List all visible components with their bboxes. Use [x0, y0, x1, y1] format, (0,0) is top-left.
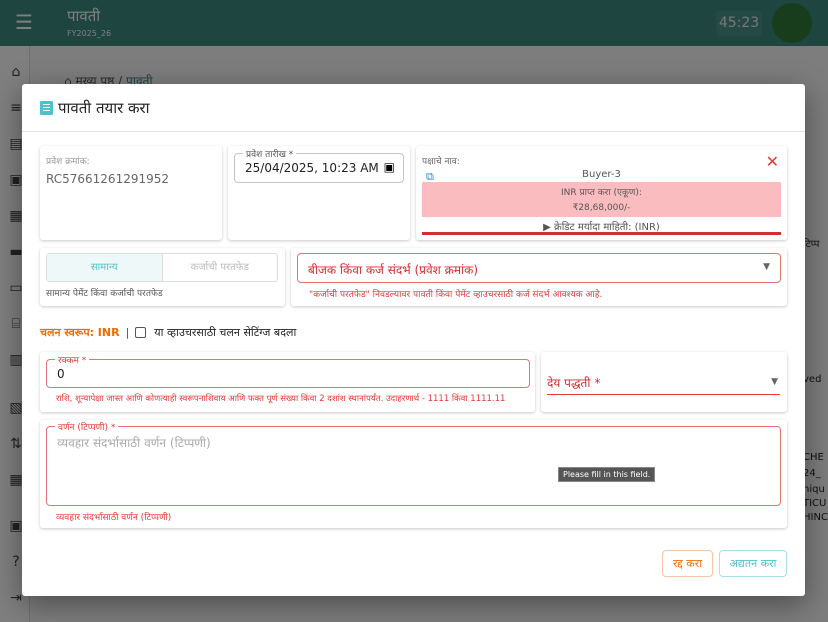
amount-label: रक्कम *: [55, 353, 90, 366]
entry-no-card: प्रवेश क्रमांक: RC57661261291952: [40, 146, 222, 240]
description-helper: व्यवहार संदर्भासाठी वर्णन (टिप्पणी): [56, 513, 172, 523]
chevron-down-icon: ▼: [763, 262, 770, 272]
amount-input[interactable]: रक्कम * 0: [46, 353, 530, 388]
description-label: वर्णन (टिप्पणी) *: [55, 420, 119, 433]
create-receipt-dialog: पावती तयार करा प्रवेश क्रमांक: RC5766126…: [22, 84, 805, 596]
validation-tooltip: Please fill in this field.: [558, 467, 656, 482]
entry-date-label: प्रवेश तारीख *: [243, 147, 297, 160]
calendar-icon[interactable]: ▣: [383, 160, 395, 174]
payment-method-card: देय पद्धती * ▼: [541, 352, 787, 412]
payment-method-label: देय पद्धती *: [547, 376, 601, 390]
reference-card: बीजक किंवा कर्ज संदर्भ (प्रवेश क्रमांक) …: [291, 248, 787, 306]
party-label: पक्षाचे नाव:: [422, 157, 460, 167]
open-external-icon[interactable]: ⧉: [426, 170, 434, 183]
entry-date-card: प्रवेश तारीख * 25/04/2025, 10:23 AM ▣: [228, 146, 410, 240]
amount-helper: राशि, शून्यापेक्षा जास्त आणि कोणत्याही स…: [56, 394, 506, 404]
description-card: वर्णन (टिप्पणी) * व्यवहार संदर्भासाठी वर…: [40, 420, 787, 528]
reference-select[interactable]: बीजक किंवा कर्ज संदर्भ (प्रवेश क्रमांक) …: [297, 253, 781, 283]
entry-no-label: प्रवेश क्रमांक:: [46, 157, 90, 167]
currency-checkbox[interactable]: [135, 327, 147, 338]
receipt-icon: [40, 101, 53, 115]
divider: [22, 131, 805, 132]
currency-separator: |: [125, 326, 130, 339]
receivable-label: INR प्राप्त करा (एकूण):: [561, 188, 642, 198]
dialog-title: पावती तयार करा: [40, 98, 150, 118]
reference-helper: "कर्जाची परतफेड" निवडल्यावर पावती किंवा …: [309, 290, 603, 300]
cancel-button[interactable]: रद्द करा: [662, 550, 713, 577]
type-option-normal[interactable]: सामान्य: [47, 254, 163, 281]
type-card: सामान्य कर्जाची परतफेड सामान्य पेमेंट कि…: [40, 248, 285, 306]
payment-method-select[interactable]: देय पद्धती * ▼: [547, 368, 780, 395]
credit-limit-toggle[interactable]: ▶ क्रेडिट मर्यादा माहिती: (INR): [543, 222, 660, 233]
amount-value: 0: [57, 367, 65, 381]
type-toggle: सामान्य कर्जाची परतफेड: [46, 253, 278, 282]
credit-limit-bar: [422, 232, 781, 235]
currency-checkbox-label[interactable]: या व्हाउचरसाठी चलन सेटिंग्ज बदला: [154, 326, 297, 339]
reference-placeholder: बीजक किंवा कर्ज संदर्भ (प्रवेश क्रमांक): [308, 263, 479, 277]
entry-date-input[interactable]: प्रवेश तारीख * 25/04/2025, 10:23 AM ▣: [234, 147, 404, 183]
dialog-title-text: पावती तयार करा: [58, 99, 150, 117]
description-textarea[interactable]: वर्णन (टिप्पणी) * व्यवहार संदर्भासाठी वर…: [46, 420, 781, 506]
entry-date-value: 25/04/2025, 10:23 AM: [245, 161, 379, 175]
receivable-box: INR प्राप्त करा (एकूण): ₹28,68,000/-: [422, 182, 781, 217]
party-card: पक्षाचे नाव: ✕ ⧉ Buyer-3 INR प्राप्त करा…: [416, 146, 787, 240]
currency-row: चलन स्वरूप: INR | या व्हाउचरसाठी चलन सेट…: [40, 325, 296, 340]
update-button[interactable]: अद्यतन करा: [719, 550, 787, 577]
description-placeholder: व्यवहार संदर्भासाठी वर्णन (टिप्पणी): [57, 436, 211, 450]
receivable-value: ₹28,68,000/-: [572, 203, 631, 213]
party-name: Buyer-3: [582, 169, 621, 180]
chevron-down-icon: ▼: [771, 377, 778, 387]
type-option-loan-repayment[interactable]: कर्जाची परतफेड: [190, 262, 249, 273]
entry-no-value: RC57661261291952: [46, 172, 170, 186]
type-helper: सामान्य पेमेंट किंवा कर्जाची परतफेड: [46, 289, 163, 299]
amount-card: रक्कम * 0 राशि, शून्यापेक्षा जास्त आणि क…: [40, 352, 535, 412]
currency-label: चलन स्वरूप: INR: [40, 326, 120, 339]
close-icon[interactable]: ✕: [765, 152, 779, 171]
